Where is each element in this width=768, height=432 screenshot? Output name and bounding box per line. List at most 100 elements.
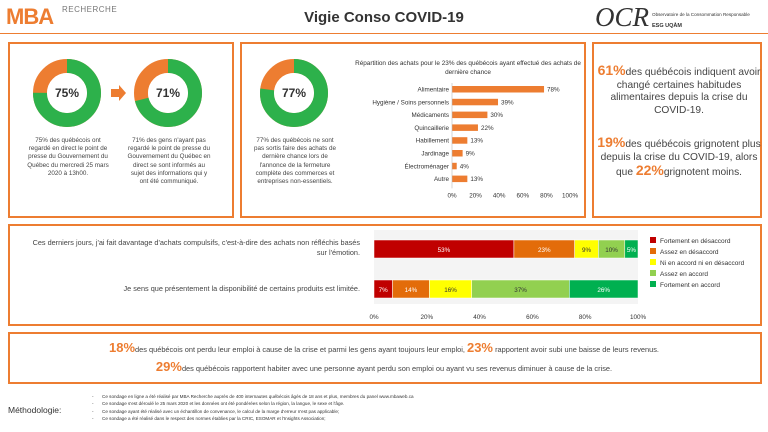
bottom-line-2: 29%des québécois rapportent habiter avec… — [0, 359, 768, 374]
segment-label: 5% — [627, 247, 637, 254]
x-tick-label: 20% — [420, 314, 433, 321]
bar — [452, 137, 468, 144]
legend-label: Ni en accord ni en désaccord — [660, 260, 745, 267]
segment-label: 23% — [538, 247, 551, 254]
stat-2-text: des québécois grignotent plus depuis la … — [600, 139, 761, 179]
stacked-segment — [624, 239, 639, 259]
x-tick-label: 40% — [473, 314, 486, 321]
legend-swatch — [650, 259, 656, 265]
x-tick-label: 80% — [540, 192, 553, 199]
stat-3-text: grignotent moins. — [663, 167, 743, 179]
segment-label: 10% — [605, 247, 618, 254]
segment-label: 53% — [438, 247, 451, 254]
donut-2-caption: 71% des gens n'ayant pas regardé le poin… — [127, 137, 211, 186]
legend-swatch — [650, 237, 656, 243]
donut-3-arc — [260, 59, 328, 127]
donut-1-pct: 75% — [54, 86, 80, 100]
likert-stacked-chart: 53% 23% 9% 10% 5% 7% 14% 16% 37% 26% 0% 20% 40% 60% 80… — [369, 230, 745, 321]
x-tick-label: 0% — [369, 314, 379, 321]
category-label: Jardinage — [421, 151, 449, 158]
mba-logo-sub: RECHERCHE — [62, 5, 118, 14]
stacked-segment — [569, 279, 639, 299]
methodology-item: Ce sondage a été réalisé dans le respect… — [92, 415, 414, 422]
legend-swatch — [650, 270, 656, 276]
purchases-bar-chart: Répartition des achats pour le 23% des q… — [355, 60, 581, 199]
legend-label: Fortement en accord — [660, 282, 720, 289]
header-divider — [0, 33, 768, 34]
x-tick-label: 0% — [447, 192, 457, 199]
methodology-item: Ce sondage en ligne a été réalisé par MB… — [92, 393, 414, 400]
stat-2-number: 19% — [597, 134, 626, 150]
page-title: Vigie Conso COVID-19 — [304, 9, 464, 26]
methodology-item: Ce sondage ayant été réalisé avec un éch… — [92, 408, 414, 415]
x-tick-label: 80% — [579, 314, 592, 321]
stat-1-number: 61% — [597, 62, 626, 78]
ocr-logo-line1: Observatoire de la Consommation Responsa… — [652, 12, 750, 17]
category-label: Électroménager — [405, 161, 449, 170]
bottom-stat-3-text: des québécois rapportent habiter avec un… — [181, 364, 613, 373]
data-label: 78% — [547, 87, 560, 94]
category-label: Autre — [434, 176, 450, 183]
bar — [452, 150, 463, 157]
bar — [452, 111, 488, 119]
donut-3-caption: 77% des québécois ne sont pas sortis fai… — [254, 137, 336, 186]
chart-title: Répartition des achats pour le 23% des q… — [355, 60, 581, 67]
donut-1-hole — [47, 73, 87, 113]
donut-1-caption: 75% des québécois ont regardé en direct … — [27, 137, 109, 177]
segment-label: 9% — [582, 247, 592, 254]
data-label: 39% — [501, 99, 514, 106]
data-label: 22% — [481, 125, 494, 132]
likert-statement-1: Ces derniers jours, j'ai fait davantage … — [32, 238, 360, 257]
legend-label: Fortement en désaccord — [660, 238, 731, 245]
arrow-icon — [111, 85, 126, 101]
segment-label: 26% — [597, 287, 610, 294]
methodology-label: Méthodologie: — [8, 405, 62, 415]
data-label: 30% — [490, 112, 503, 119]
donut-2-pct: 71% — [155, 86, 181, 100]
data-label: 13% — [470, 176, 483, 183]
legend-label: Assez en désaccord — [660, 249, 719, 256]
category-label: Hygiène / Soins personnels — [372, 99, 449, 106]
x-tick-label: 100% — [630, 314, 647, 321]
legend-label: Assez en accord — [660, 271, 708, 278]
x-tick-label: 20% — [469, 192, 482, 199]
segment-label: 14% — [405, 287, 418, 294]
segment-label: 37% — [514, 287, 527, 294]
methodology-item: Ce sondage s'est déroulé le 25 mars 2020… — [92, 400, 414, 407]
ocr-logo-line2: ESG UQÀM — [652, 23, 682, 29]
donut-1-arc — [33, 59, 101, 127]
segment-label: 7% — [379, 287, 389, 294]
category-label: Médicaments — [412, 112, 449, 119]
right-stat-1: 61%des québécois indiquent avoir changé … — [596, 62, 762, 117]
bar — [452, 162, 457, 170]
donut-3-pct: 77% — [281, 86, 307, 100]
bottom-line-1: 18%des québécois ont perdu leur emploi à… — [0, 340, 768, 355]
bar — [452, 86, 545, 93]
x-tick-label: 40% — [493, 192, 506, 199]
data-label: 9% — [466, 151, 476, 158]
bottom-stat-2-number: 23% — [466, 340, 493, 355]
x-tick-label: 100% — [562, 192, 579, 199]
bottom-stat-1-text: des québécois ont perdu leur emploi à ca… — [135, 345, 465, 354]
legend-swatch — [650, 281, 656, 287]
bar — [452, 175, 468, 183]
bar — [452, 124, 478, 131]
bottom-stat-3-number: 29% — [155, 359, 182, 374]
bar — [452, 98, 499, 106]
donut-3-hole — [274, 73, 314, 113]
segment-label: 16% — [444, 287, 457, 294]
bottom-stat-1-number: 18% — [108, 340, 136, 355]
stats-panel-right — [592, 42, 762, 218]
donut-2-arc — [134, 59, 202, 127]
stat-3-number: 22% — [635, 162, 664, 179]
category-label: Habillement — [416, 138, 449, 145]
ocr-logo: OCR — [595, 2, 649, 32]
right-stat-2: 19%des québécois grignotent plus depuis … — [596, 134, 762, 180]
category-label: Quincaillerie — [414, 125, 449, 132]
donut-2-hole — [148, 73, 188, 113]
data-label: 4% — [460, 163, 470, 170]
mba-logo: MBA — [6, 4, 54, 29]
category-label: Alimentaire — [418, 87, 450, 94]
bottom-stat-2-text: rapportent avoir subi une baisse de leur… — [495, 345, 659, 354]
